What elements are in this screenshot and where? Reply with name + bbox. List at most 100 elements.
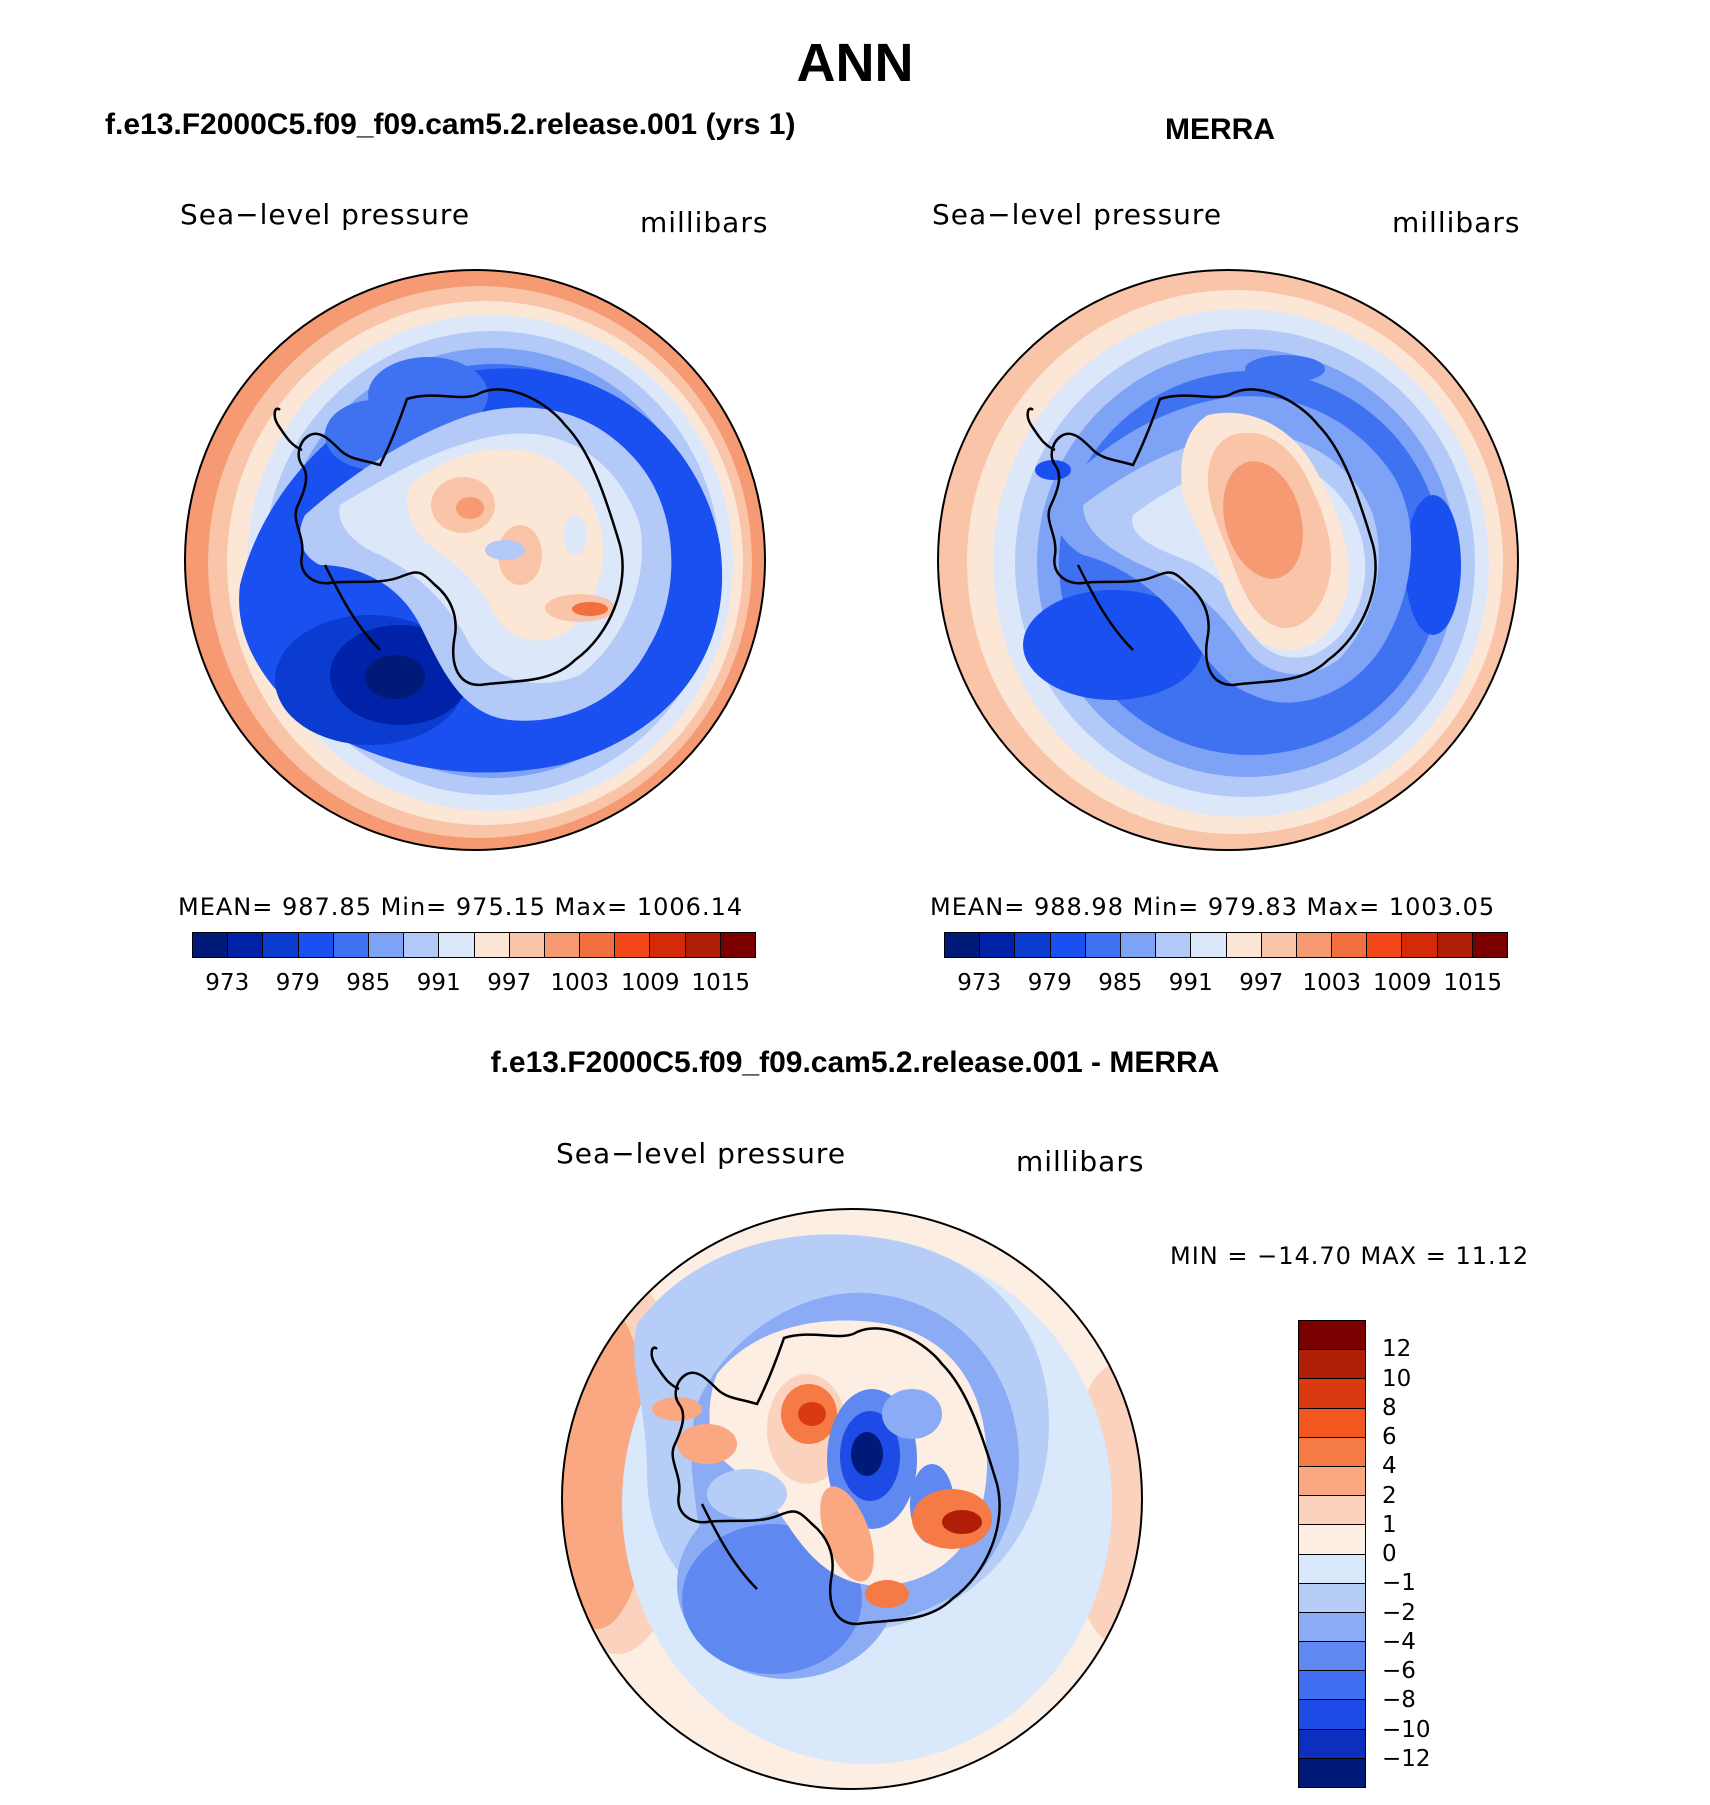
diff-colorbar-swatch — [1299, 1437, 1365, 1467]
obs-variable-label: Sea−level pressure — [932, 198, 1223, 231]
model-colorbar-swatch — [368, 933, 405, 957]
diff-colorbar-tick-label: 0 — [1382, 1541, 1397, 1567]
diff-colorbar-tick-label: −6 — [1382, 1658, 1416, 1684]
diff-colorbar-tick-label: 12 — [1382, 1336, 1412, 1363]
model-colorbar-ticks: 973 979 985 991 997 1003 1009 1015 — [192, 970, 756, 1000]
diff-stats: MIN = −14.70 MAX = 11.12 — [1170, 1242, 1530, 1270]
obs-colorbar-tick-label: 997 — [1239, 970, 1284, 996]
model-colorbar-swatch — [404, 933, 440, 957]
diff-colorbar-swatch — [1299, 1758, 1365, 1787]
diff-slp-map — [561, 1208, 1143, 1790]
model-colorbar-swatch — [193, 933, 229, 957]
obs-colorbar-swatch — [1402, 933, 1438, 957]
diff-variable-label: Sea−level pressure — [556, 1137, 847, 1170]
obs-colorbar-tick-label: 1009 — [1372, 970, 1432, 996]
obs-colorbar-ticks: 973 979 985 991 997 1003 1009 1015 — [944, 970, 1508, 1000]
model-colorbar-tick-label: 979 — [275, 970, 320, 996]
model-colorbar-tick-label: 1009 — [620, 970, 680, 996]
diff-panel-title: f.e13.F2000C5.f09_f09.cam5.2.release.001… — [490, 1046, 1220, 1079]
obs-colorbar-tick-label: 979 — [1027, 970, 1072, 996]
model-colorbar-swatch — [509, 933, 545, 957]
diff-colorbar-swatch — [1299, 1496, 1365, 1526]
diff-colorbar-tick-label: 6 — [1382, 1424, 1397, 1450]
obs-colorbar — [944, 932, 1508, 958]
obs-colorbar-tick-label: 991 — [1168, 970, 1213, 996]
diff-colorbar-swatch — [1299, 1554, 1365, 1584]
obs-colorbar-swatch — [1050, 933, 1086, 957]
obs-colorbar-swatch — [1437, 933, 1473, 957]
model-colorbar-swatch — [720, 933, 755, 957]
diff-colorbar-tick-label: 4 — [1382, 1453, 1397, 1480]
diff-colorbar-tick-label: 1 — [1382, 1511, 1397, 1538]
diff-colorbar-tick-label: −8 — [1382, 1687, 1416, 1714]
obs-colorbar-swatch — [945, 933, 981, 957]
model-colorbar-swatch — [333, 933, 369, 957]
model-colorbar-swatch — [439, 933, 475, 957]
model-colorbar-tick-label: 1015 — [691, 970, 751, 996]
obs-colorbar-swatch — [1120, 933, 1157, 957]
model-slp-map — [184, 269, 766, 851]
model-colorbar-swatch — [544, 933, 581, 957]
diff-colorbar-swatch — [1299, 1525, 1365, 1555]
diff-colorbar-swatch — [1299, 1321, 1365, 1351]
obs-colorbar-swatch — [1296, 933, 1333, 957]
diff-colorbar-tick-label: 2 — [1382, 1482, 1397, 1509]
model-units-label: millibars — [640, 206, 769, 239]
diff-colorbar-swatch — [1299, 1729, 1365, 1759]
model-variable-label: Sea−level pressure — [180, 198, 471, 231]
obs-colorbar-swatch — [980, 933, 1016, 957]
obs-slp-map — [937, 269, 1519, 851]
obs-colorbar-tick-label: 973 — [957, 970, 1002, 996]
obs-colorbar-tick-label: 985 — [1098, 970, 1143, 996]
page-title: ANN — [796, 33, 914, 93]
diff-colorbar-swatch — [1299, 1379, 1365, 1409]
diff-colorbar-tick-label: 8 — [1382, 1394, 1397, 1421]
obs-panel-title: MERRA — [1165, 113, 1275, 146]
model-colorbar-tick-label: 991 — [416, 970, 461, 996]
model-colorbar-tick-label: 997 — [487, 970, 532, 996]
model-colorbar-swatch — [615, 933, 651, 957]
diff-colorbar-swatch — [1299, 1408, 1365, 1438]
diff-colorbar — [1298, 1320, 1366, 1788]
diff-colorbar-swatch — [1299, 1466, 1365, 1497]
model-colorbar-swatch — [474, 933, 510, 957]
obs-units-label: millibars — [1392, 206, 1521, 239]
diff-colorbar-tick-label: −2 — [1382, 1599, 1416, 1626]
obs-colorbar-swatch — [1156, 933, 1192, 957]
diff-colorbar-tick-label: −1 — [1382, 1570, 1416, 1597]
model-colorbar-swatch — [650, 933, 686, 957]
model-colorbar-tick-label: 1003 — [550, 970, 610, 996]
model-colorbar-swatch — [263, 933, 299, 957]
model-colorbar-tick-label: 973 — [205, 970, 250, 996]
obs-colorbar-swatch — [1261, 933, 1297, 957]
obs-colorbar-tick-label: 1015 — [1443, 970, 1503, 996]
diff-colorbar-swatch — [1299, 1642, 1365, 1672]
model-panel-title: f.e13.F2000C5.f09_f09.cam5.2.release.001… — [105, 108, 796, 141]
diff-colorbar-swatch — [1299, 1671, 1365, 1701]
diff-colorbar-tick-label: −12 — [1382, 1745, 1431, 1772]
model-colorbar-tick-label: 985 — [346, 970, 391, 996]
diff-colorbar-swatch — [1299, 1583, 1365, 1613]
diff-colorbar-tick-label: 10 — [1382, 1365, 1412, 1392]
obs-colorbar-swatch — [1191, 933, 1227, 957]
diff-colorbar-tick-label: −4 — [1382, 1628, 1416, 1655]
diff-units-label: millibars — [1016, 1145, 1145, 1178]
diff-colorbar-swatch — [1299, 1612, 1365, 1643]
model-colorbar — [192, 932, 756, 958]
diff-colorbar-swatch — [1299, 1350, 1365, 1380]
model-colorbar-swatch — [580, 933, 616, 957]
model-colorbar-swatch — [298, 933, 334, 957]
obs-colorbar-swatch — [1367, 933, 1403, 957]
obs-colorbar-swatch — [1472, 933, 1507, 957]
obs-colorbar-swatch — [1332, 933, 1368, 957]
diff-colorbar-swatch — [1299, 1700, 1365, 1730]
obs-colorbar-swatch — [1015, 933, 1051, 957]
diff-colorbar-tick-label: −10 — [1382, 1716, 1431, 1743]
model-stats: MEAN= 987.85 Min= 975.15 Max= 1006.14 — [178, 893, 744, 921]
model-colorbar-swatch — [685, 933, 721, 957]
obs-colorbar-swatch — [1085, 933, 1121, 957]
obs-colorbar-swatch — [1226, 933, 1262, 957]
obs-colorbar-tick-label: 1003 — [1302, 970, 1362, 996]
obs-stats: MEAN= 988.98 Min= 979.83 Max= 1003.05 — [930, 893, 1496, 921]
model-colorbar-swatch — [228, 933, 264, 957]
